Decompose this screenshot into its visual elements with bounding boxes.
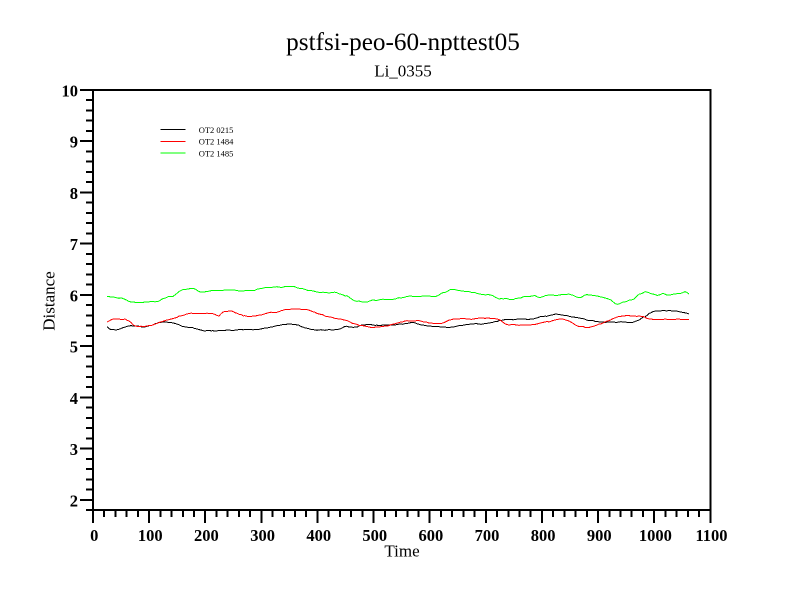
svg-text:9: 9 <box>70 133 78 152</box>
svg-text:700: 700 <box>475 526 500 545</box>
svg-text:500: 500 <box>362 526 387 545</box>
svg-text:100: 100 <box>138 526 163 545</box>
svg-text:OT2 1484: OT2 1484 <box>199 137 234 147</box>
svg-text:300: 300 <box>250 526 275 545</box>
svg-text:4: 4 <box>70 389 78 408</box>
svg-text:Time: Time <box>384 542 419 561</box>
svg-text:1000: 1000 <box>639 526 672 545</box>
svg-text:600: 600 <box>419 526 444 545</box>
svg-text:3: 3 <box>70 440 78 459</box>
svg-text:900: 900 <box>587 526 612 545</box>
svg-text:10: 10 <box>62 81 79 100</box>
svg-text:Distance: Distance <box>40 271 59 330</box>
svg-text:2: 2 <box>70 491 78 510</box>
svg-text:OT2 1485: OT2 1485 <box>199 148 234 158</box>
svg-text:pstfsi-peo-60-npttest05: pstfsi-peo-60-npttest05 <box>286 29 520 56</box>
svg-text:7: 7 <box>70 235 78 254</box>
svg-text:8: 8 <box>70 184 78 203</box>
svg-text:400: 400 <box>306 526 331 545</box>
svg-text:OT2 0215: OT2 0215 <box>199 125 234 135</box>
svg-text:1100: 1100 <box>695 526 727 545</box>
svg-text:800: 800 <box>531 526 556 545</box>
svg-text:200: 200 <box>194 526 219 545</box>
svg-text:Li_0355: Li_0355 <box>374 62 432 81</box>
svg-text:5: 5 <box>70 338 78 357</box>
svg-text:0: 0 <box>90 526 98 545</box>
svg-text:6: 6 <box>70 286 78 305</box>
